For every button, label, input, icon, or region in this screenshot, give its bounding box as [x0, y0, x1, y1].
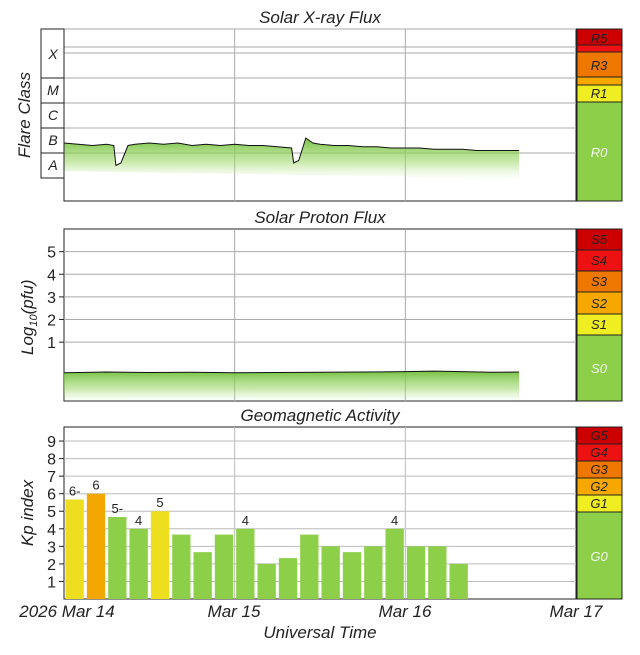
kp-bar	[406, 546, 426, 599]
scale-s0-label: S0	[591, 361, 608, 376]
scale-r1-label: R1	[591, 86, 608, 101]
scale-s0	[576, 334, 623, 402]
kp-bar	[257, 563, 276, 599]
scale-r0	[576, 101, 623, 202]
xray-flux-series	[63, 137, 520, 179]
proton-ytick-label: 4	[47, 267, 56, 284]
kp-bar	[342, 552, 362, 599]
time-label-mar16: Mar 16	[379, 602, 432, 621]
kp-bar	[214, 534, 234, 599]
proton-flux-line	[63, 370, 520, 374]
flare-class-b: B	[48, 132, 57, 148]
scale-r0-label: R0	[591, 145, 608, 160]
geomagnetic-scale: G5 G4 G3 G2 G1 G0	[576, 426, 623, 600]
kp-bars: 6- 65-454 4	[65, 478, 468, 599]
scale-s4-label: S4	[591, 253, 607, 268]
time-label-mar14: 2026 Mar 14	[18, 602, 114, 621]
time-axis: 2026 Mar 14 Mar 15 Mar 16 Mar 17 Univers…	[18, 602, 603, 642]
kp-ytick-label: 8	[47, 452, 56, 469]
time-axis-title: Universal Time	[263, 623, 376, 642]
scale-r5-label: R5	[591, 31, 608, 46]
kp-ylabel: Kp index	[18, 479, 37, 546]
kp-ytick-label: 3	[47, 539, 56, 556]
kp-ytick-label: 2	[47, 557, 56, 574]
scale-r3-label: R3	[591, 58, 608, 73]
kp-ytick-label: 6	[47, 487, 56, 504]
proton-ytick-label: 1	[47, 335, 56, 352]
flare-class-x: X	[47, 46, 58, 62]
scale-g4-label: G4	[590, 445, 607, 460]
kp-bar	[129, 528, 148, 599]
proton-ylabel: Log10(pfu)	[18, 279, 40, 355]
time-label-mar17: Mar 17	[550, 602, 603, 621]
scale-g0	[576, 511, 623, 600]
scale-g0-label: G0	[590, 549, 608, 564]
kp-title: Geomagnetic Activity	[240, 406, 401, 425]
kp-bar	[300, 534, 319, 599]
proton-gridlines	[64, 229, 576, 401]
scale-g3-label: G3	[590, 462, 608, 477]
flare-class-c: C	[48, 107, 59, 123]
flare-class-scale: X M C B A	[40, 28, 65, 179]
xray-ylabel: Flare Class	[15, 72, 34, 158]
kp-bar-label: 4	[242, 513, 249, 528]
proton-yticks: 1 2 3 4 5	[47, 245, 64, 352]
kp-bar-label: 5	[156, 495, 163, 510]
kp-gridlines	[64, 427, 576, 599]
kp-ytick-label: 4	[47, 522, 56, 539]
kp-bar	[428, 546, 447, 599]
time-label-mar15: Mar 15	[208, 602, 261, 621]
kp-ytick-label: 5	[47, 504, 56, 521]
kp-bar	[364, 546, 383, 599]
flare-class-a: A	[47, 157, 57, 173]
xray-flux-line	[63, 137, 520, 167]
xray-title: Solar X-ray Flux	[259, 8, 381, 27]
scale-s1-label: S1	[591, 317, 607, 332]
kp-bar	[150, 511, 170, 599]
proton-flux-area	[64, 371, 520, 401]
scale-s2-label: S2	[591, 296, 608, 311]
solar-radiation-scale: S5 S4 S3 S2 S1 S0	[576, 228, 623, 402]
kp-ytick-label: 7	[47, 469, 56, 486]
proton-ytick-label: 2	[47, 313, 56, 330]
kp-bar-label: 6	[92, 478, 99, 493]
kp-bar	[86, 493, 106, 599]
kp-bar	[108, 517, 127, 599]
proton-ytick-label: 3	[47, 290, 56, 307]
scale-r2	[576, 76, 623, 86]
kp-ytick-label: 9	[47, 434, 56, 451]
kp-bar	[193, 552, 212, 599]
flare-class-m: M	[47, 82, 59, 98]
kp-bar	[236, 528, 255, 599]
proton-flux-series	[63, 370, 520, 401]
kp-plot-frame	[63, 426, 577, 600]
proton-ytick-label: 5	[47, 245, 56, 262]
scale-g5-label: G5	[590, 428, 608, 443]
kp-ytick-label: 1	[47, 574, 56, 591]
kp-bar	[449, 563, 468, 599]
kp-bar	[385, 528, 404, 599]
scale-g1-label: G1	[590, 496, 607, 511]
kp-bar	[65, 499, 84, 599]
kp-bar-label: 4	[135, 513, 142, 528]
scale-g2-label: G2	[590, 479, 608, 494]
scale-r4	[576, 44, 623, 53]
proton-title: Solar Proton Flux	[254, 208, 386, 227]
radio-blackout-scale: R5 R3 R1 R0	[576, 28, 623, 202]
kp-bar	[278, 558, 298, 599]
kp-bar	[321, 546, 340, 599]
kp-bar-label: 4	[391, 513, 398, 528]
scale-s5-label: S5	[591, 232, 608, 247]
kp-bar-label: 6-	[69, 483, 81, 498]
kp-bar	[172, 534, 191, 599]
scale-s3-label: S3	[591, 274, 608, 289]
kp-bar-label: 5-	[112, 501, 124, 516]
